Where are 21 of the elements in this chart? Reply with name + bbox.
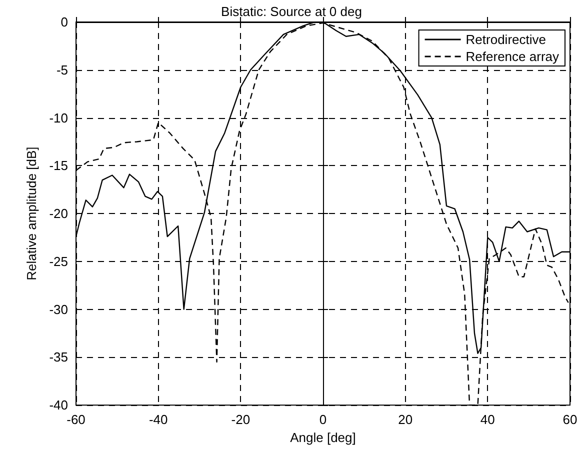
y-tick-label: 0 <box>60 14 68 30</box>
y-axis-title: Relative amplitude [dB] <box>24 146 39 280</box>
y-tick-label: -15 <box>49 158 68 174</box>
y-tick-label: -40 <box>49 398 68 413</box>
x-tick-label: 0 <box>319 412 327 428</box>
legend-label: Retrodirective <box>466 32 546 47</box>
legend-label: Reference array <box>466 49 560 64</box>
y-tick-label: -30 <box>49 302 68 317</box>
x-axis-title: Angle [deg] <box>290 430 356 445</box>
y-tick-label: -10 <box>49 110 68 126</box>
x-tick-label: -40 <box>148 412 168 428</box>
x-tick-label: 60 <box>562 412 578 428</box>
x-tick-label: -20 <box>231 412 250 428</box>
x-tick-label: 40 <box>480 412 495 428</box>
y-tick-label: -35 <box>49 350 68 365</box>
x-tick-label: -60 <box>66 412 86 428</box>
y-tick-label: -5 <box>56 62 68 78</box>
x-tick-label: 20 <box>398 412 413 428</box>
chart-title: Bistatic: Source at 0 deg <box>221 4 362 19</box>
y-tick-label: -20 <box>49 206 68 222</box>
y-tick-label: -25 <box>49 254 68 269</box>
